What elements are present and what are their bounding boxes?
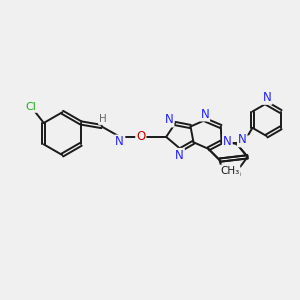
- Text: N: N: [175, 149, 184, 162]
- Text: CH₃: CH₃: [223, 169, 242, 178]
- Text: N: N: [115, 136, 124, 148]
- Text: O: O: [136, 130, 146, 143]
- Text: CH₃: CH₃: [220, 166, 239, 176]
- Text: N: N: [223, 135, 232, 148]
- Text: Cl: Cl: [26, 102, 36, 112]
- Text: N: N: [238, 134, 247, 146]
- Text: N: N: [165, 113, 173, 127]
- Text: N: N: [200, 107, 209, 121]
- Text: N: N: [263, 91, 272, 104]
- Text: H: H: [99, 114, 107, 124]
